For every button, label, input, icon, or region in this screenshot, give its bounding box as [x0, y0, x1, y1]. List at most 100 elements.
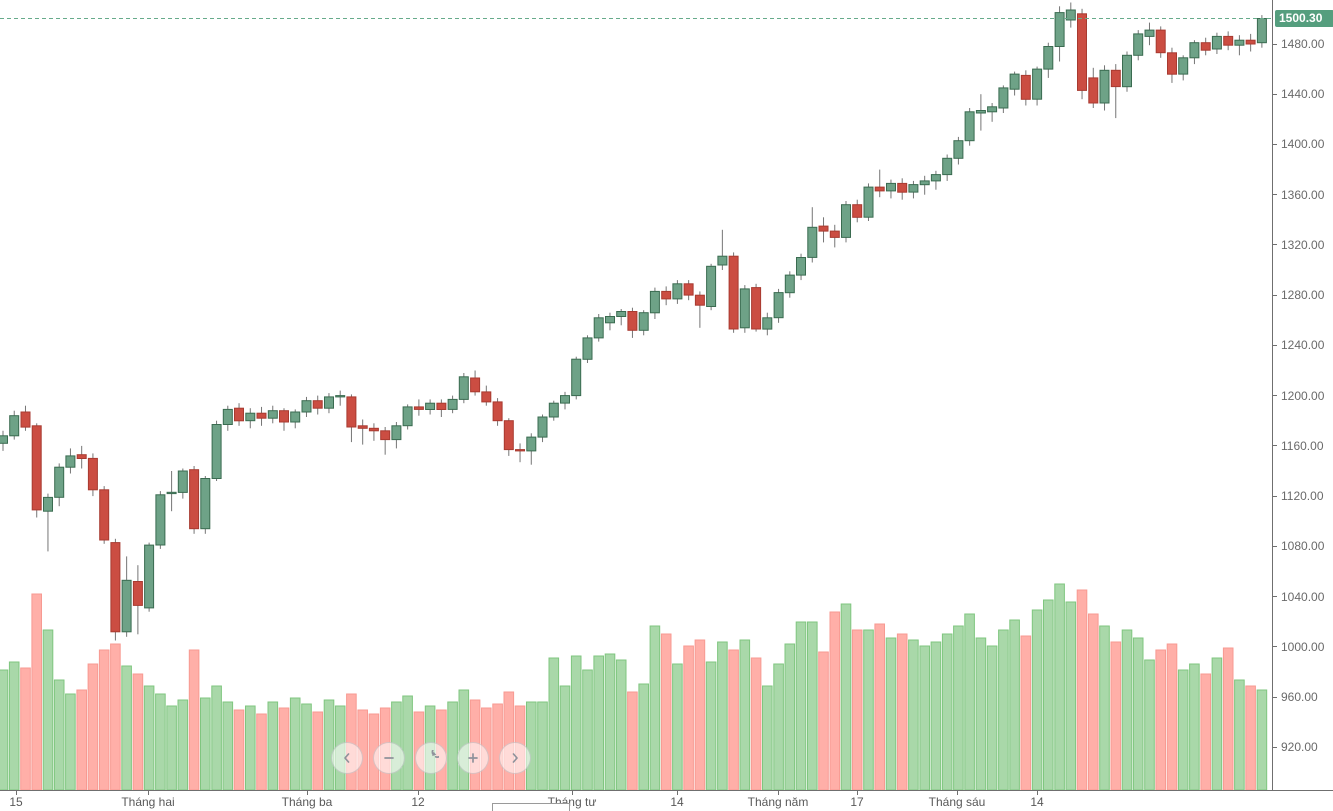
time-tick-label: 14 — [1030, 795, 1044, 809]
candle-body — [1088, 77, 1099, 104]
volume-bar — [851, 629, 863, 790]
volume-bar — [1110, 641, 1122, 790]
volume-bar — [1234, 679, 1245, 790]
volume-bar — [245, 705, 256, 790]
candle-body — [166, 491, 177, 495]
candle-body — [481, 391, 492, 403]
reset-view-button[interactable] — [415, 742, 447, 774]
volume-bar — [1155, 649, 1167, 790]
partial-dialog[interactable] — [492, 803, 570, 811]
volume-bar — [1065, 601, 1077, 790]
volume-bar — [402, 695, 413, 790]
candle-body — [796, 257, 806, 276]
candle-body — [751, 287, 762, 330]
time-axis[interactable]: 15 Tháng hai Tháng ba 12 Tháng tư 14 Tháng năm… — [0, 790, 1333, 811]
volume-bar — [593, 655, 605, 790]
volume-bar — [728, 649, 739, 790]
candle-body — [1077, 13, 1087, 91]
candle-body — [908, 184, 919, 193]
volume-bar — [537, 701, 548, 790]
volume-bar — [1222, 647, 1234, 790]
volume-bar — [559, 685, 571, 790]
volume-bar — [1144, 659, 1155, 790]
candle-body — [829, 230, 840, 238]
volume-bar — [278, 707, 290, 790]
candle-body — [425, 402, 436, 411]
candle-body — [1234, 39, 1245, 46]
pan-left-button[interactable] — [331, 742, 363, 774]
candle-body — [998, 87, 1009, 109]
candle-body — [1032, 68, 1043, 100]
candle-body — [211, 424, 222, 479]
candle-body — [335, 395, 346, 398]
price-tick-label: 1200.00 — [1273, 389, 1324, 403]
chart-nav-controls — [331, 742, 531, 774]
candle-body — [605, 316, 615, 324]
zoom-in-button[interactable] — [457, 742, 489, 774]
candle-body — [99, 489, 110, 541]
candle-body — [863, 186, 874, 218]
volume-bar — [998, 629, 1009, 790]
volume-bar — [20, 667, 31, 790]
time-tick-mark — [148, 791, 149, 795]
volume-bar — [200, 697, 211, 790]
time-tick-mark — [418, 791, 419, 795]
last-price-label: 1500.30 — [1275, 10, 1333, 27]
candle-body — [245, 412, 256, 422]
volume-bar — [582, 669, 593, 790]
candle-body — [267, 410, 278, 419]
candle-body — [560, 395, 570, 404]
volume-bar — [76, 689, 88, 790]
chevron-left-icon — [344, 753, 350, 763]
candle-body — [953, 140, 964, 159]
volume-bar — [964, 613, 975, 790]
candle-body — [1009, 73, 1020, 90]
volume-bar — [975, 637, 987, 790]
candle-body — [222, 408, 233, 425]
candle-body — [582, 337, 593, 360]
volume-bar — [211, 685, 222, 790]
candle-body — [346, 396, 357, 428]
volume-bar — [885, 637, 897, 790]
candle-body — [874, 186, 885, 192]
candle-body — [301, 400, 312, 413]
volume-bar — [166, 705, 177, 790]
pan-right-button[interactable] — [499, 742, 531, 774]
candle-body — [447, 398, 458, 410]
volume-bar — [941, 633, 953, 790]
candle-body — [324, 396, 334, 409]
candle-body — [717, 255, 728, 266]
candle-body — [593, 317, 604, 339]
candle-body — [380, 430, 391, 441]
candle-body — [144, 544, 155, 609]
candle-body — [1133, 33, 1144, 56]
volume-bar — [0, 669, 9, 790]
candle-body — [537, 416, 548, 438]
time-tick-mark — [778, 791, 779, 795]
candle-body — [964, 111, 975, 142]
price-axis[interactable]: 1500.30 1480.00 1440.00 1400.00 1360.00 1320… — [1272, 0, 1333, 790]
volume-bar — [31, 593, 42, 790]
volume-bar — [1031, 609, 1043, 790]
time-tick-label: 12 — [411, 795, 425, 809]
volume-bar — [53, 679, 65, 790]
candle-body — [368, 427, 379, 432]
volume-bar — [155, 693, 166, 790]
candle-body — [919, 180, 930, 186]
candlestick-chart[interactable] — [0, 0, 1272, 790]
candle-body — [1020, 74, 1031, 100]
volume-bar — [773, 663, 784, 790]
volume-bar — [233, 709, 245, 790]
candle-body — [852, 204, 863, 218]
candle-body — [234, 407, 244, 422]
candle-body — [132, 581, 143, 606]
candle-body — [256, 412, 267, 419]
candle-body — [177, 470, 188, 493]
volume-bar — [818, 651, 829, 790]
candle-body — [0, 435, 8, 444]
candle-body — [1256, 18, 1267, 44]
zoom-out-button[interactable] — [373, 742, 405, 774]
candle-body — [1043, 46, 1054, 70]
price-tick-label: 960.00 — [1273, 690, 1318, 704]
time-tick-mark — [1037, 791, 1038, 795]
